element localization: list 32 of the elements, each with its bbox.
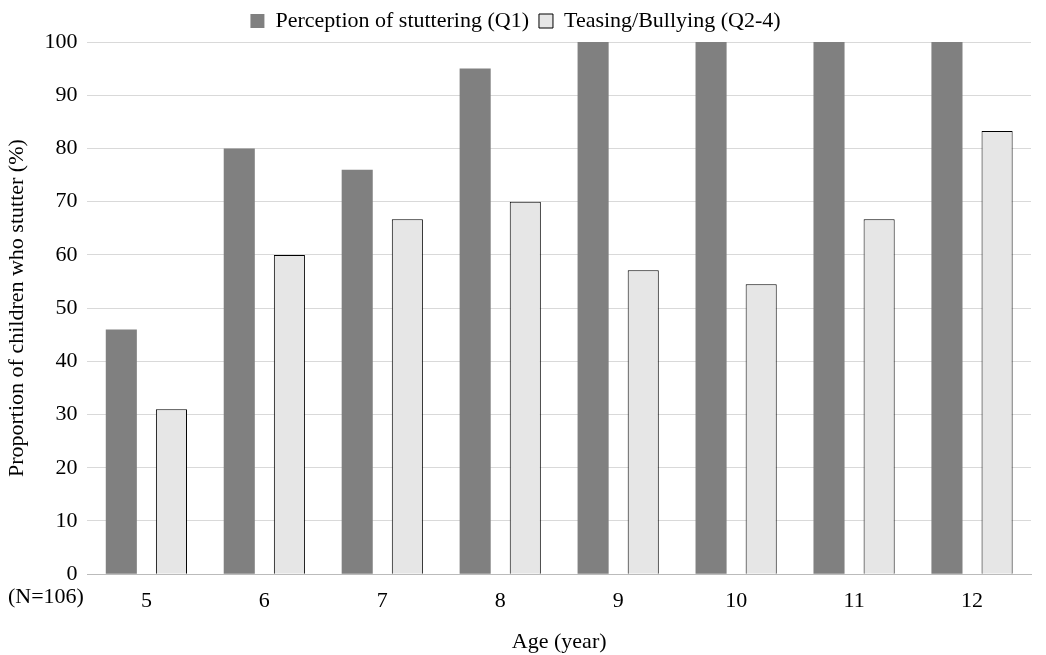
bar (695, 42, 727, 574)
x-tick-label: 5 (140, 587, 152, 613)
x-axis-title: Age (year) (511, 627, 607, 653)
bar (577, 42, 609, 574)
bar (105, 329, 137, 574)
y-tick-label: 60 (55, 240, 78, 266)
x-tick-label: 10 (725, 587, 748, 613)
y-tick-label: 100 (44, 27, 78, 53)
y-tick-label: 0 (66, 559, 78, 585)
bar (813, 42, 845, 574)
y-tick-label: 10 (55, 506, 78, 532)
x-tick-label: 12 (961, 587, 984, 613)
text: (N=106) (8, 582, 84, 608)
x-tick-label: 7 (376, 587, 388, 613)
x-tick-label: 6 (258, 587, 270, 613)
y-tick-label: 50 (55, 293, 78, 319)
y-tick-label: 30 (55, 400, 78, 426)
x-tick-label: 9 (612, 587, 624, 613)
legend-label: Teasing/Bullying (Q2-4) (563, 6, 781, 32)
y-tick-label: 40 (55, 347, 78, 373)
bar (459, 68, 491, 574)
bar (341, 169, 373, 574)
y-axis-title: Proportion of children who stutter (%) (2, 139, 28, 478)
y-tick-label: 70 (55, 187, 78, 213)
y-tick-label: 90 (55, 81, 78, 106)
x-tick-label: 8 (494, 587, 506, 613)
y-tick-label: 80 (55, 134, 78, 160)
x-tick-label: 11 (843, 587, 865, 613)
bar (931, 42, 963, 574)
bar (223, 148, 255, 574)
y-tick-label: 20 (55, 453, 78, 479)
legend-label: Perception of stuttering (Q1) (275, 6, 529, 32)
